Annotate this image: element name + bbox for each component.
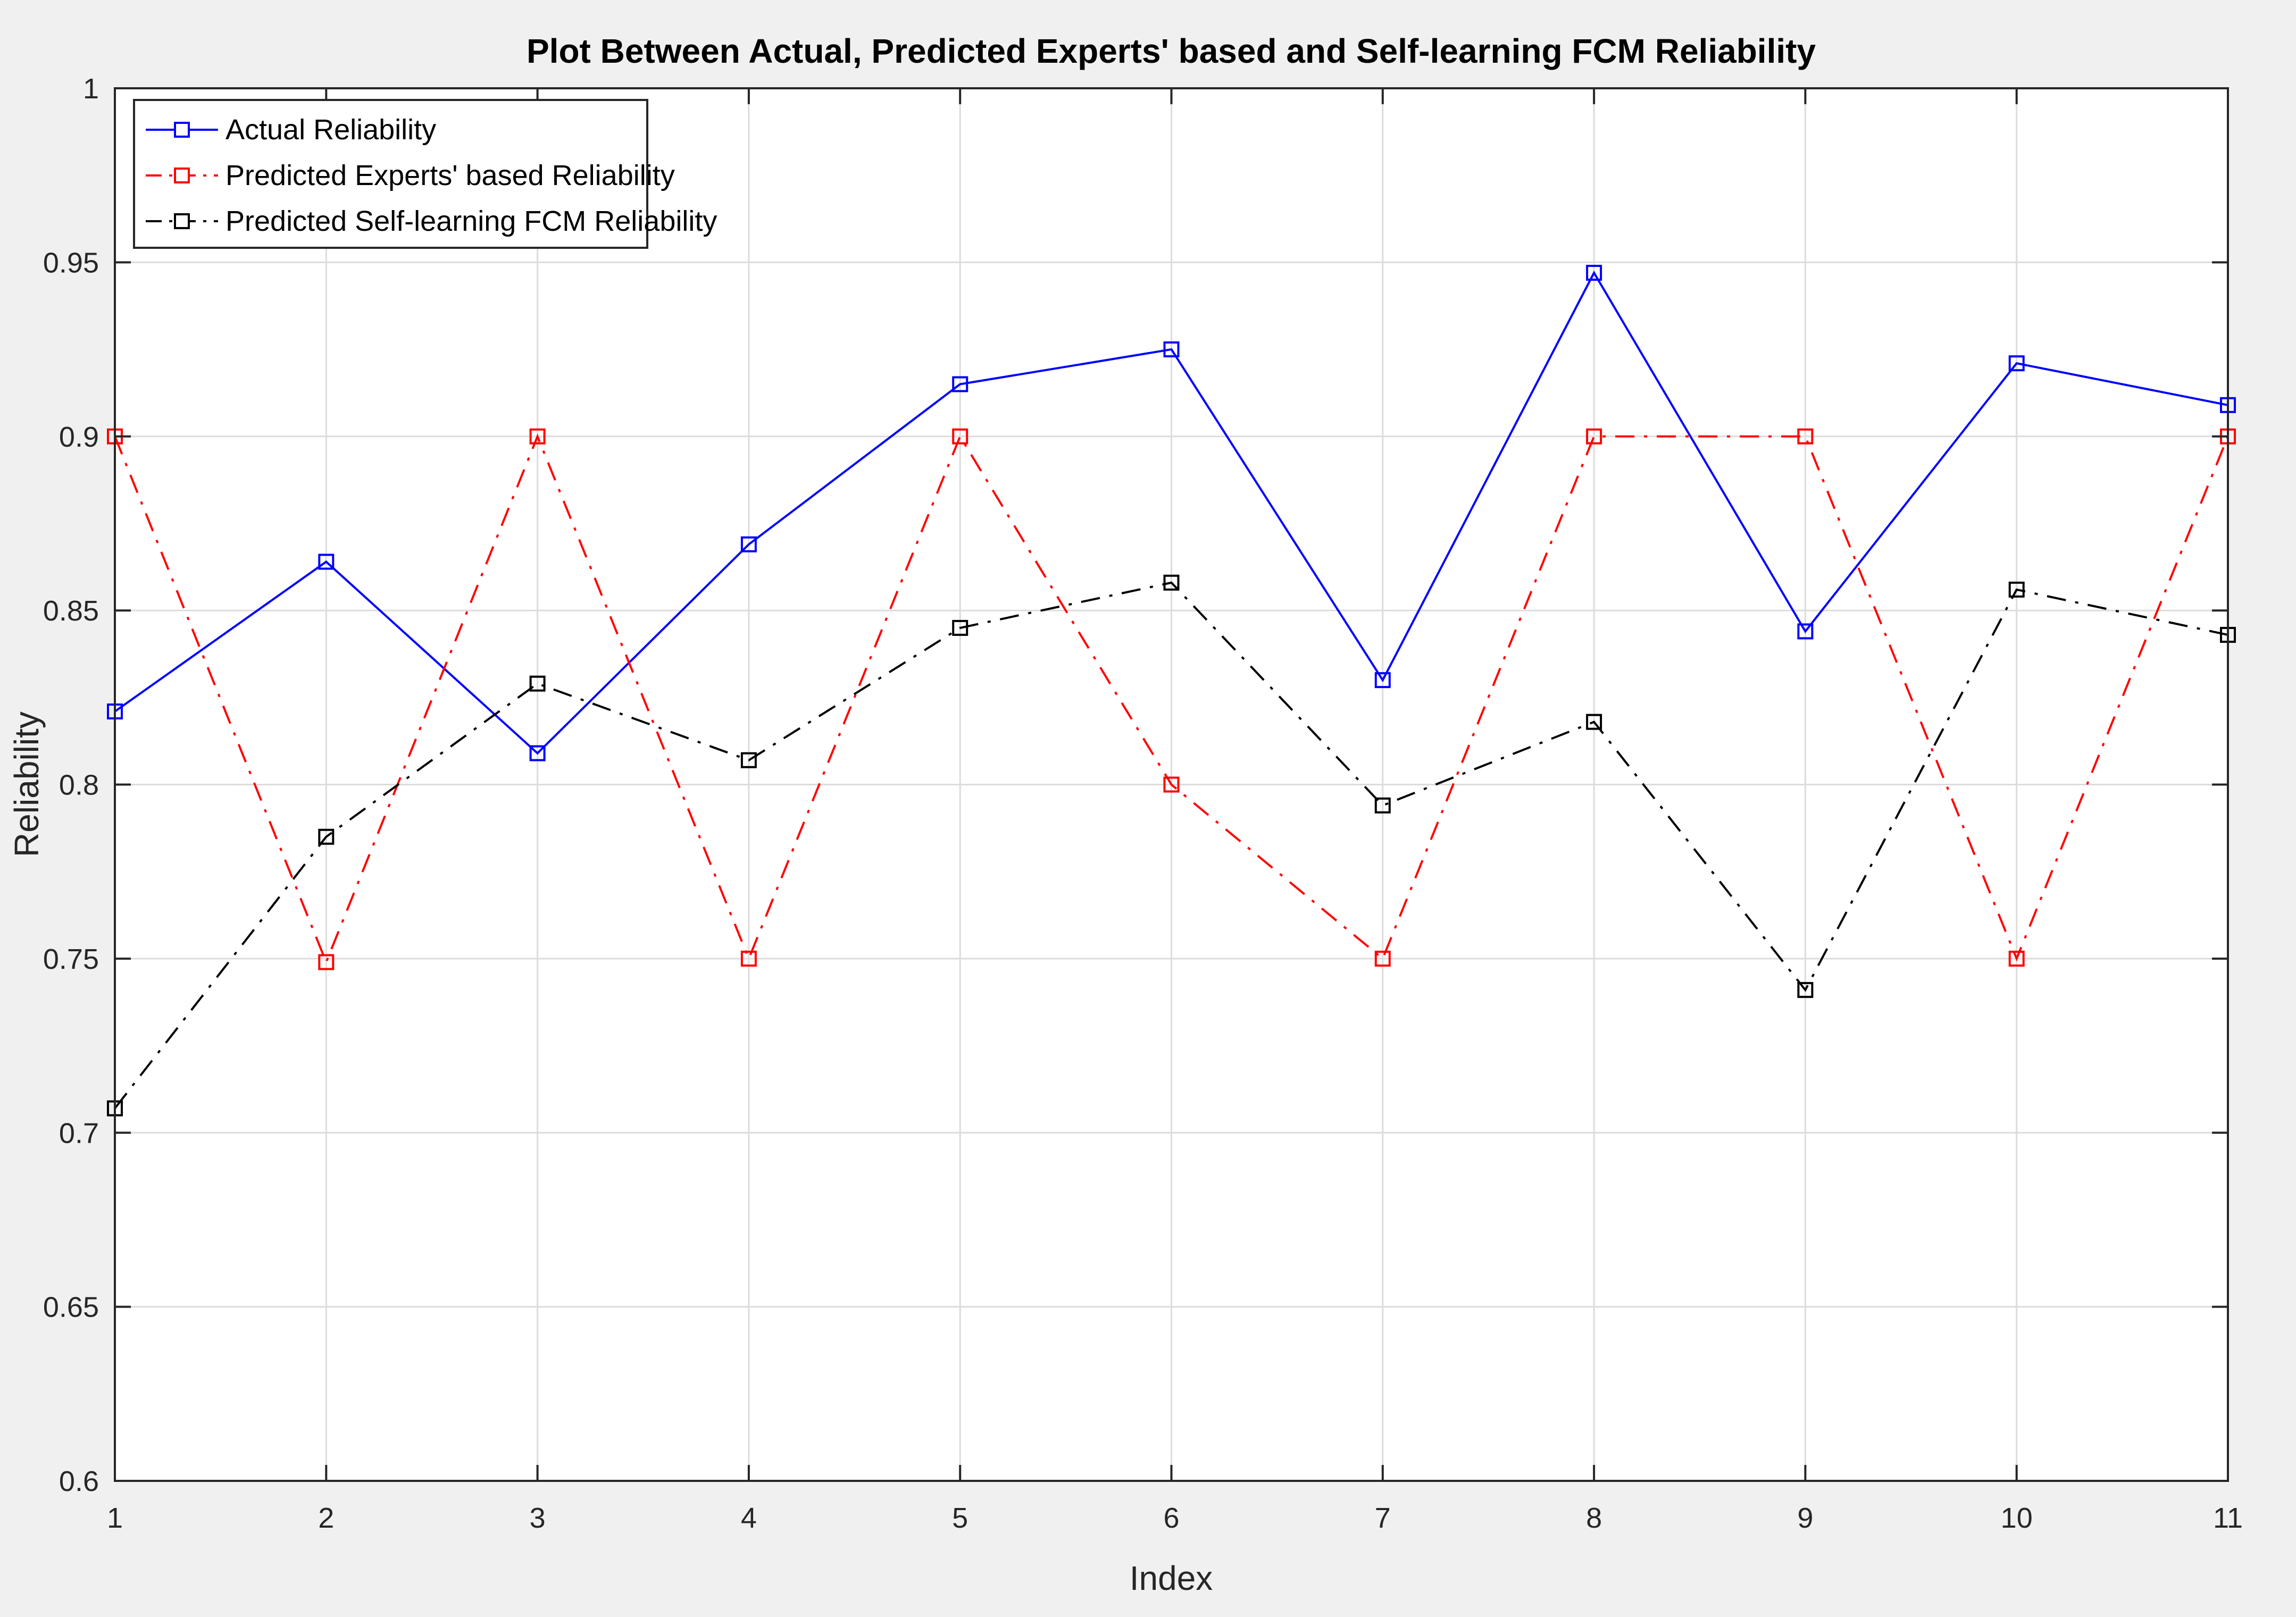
x-axis-label: Index — [1130, 1559, 1213, 1597]
legend-marker-sample — [174, 122, 190, 138]
y-tick-label: 0.95 — [43, 247, 99, 279]
data-point-marker — [1586, 265, 1602, 281]
y-tick-label: 0.6 — [59, 1465, 99, 1497]
data-point-marker — [318, 954, 335, 970]
data-point-marker — [952, 428, 969, 445]
data-point-marker — [529, 675, 546, 692]
data-point-marker — [1797, 623, 1814, 640]
data-series — [107, 265, 2236, 1117]
data-point-marker — [740, 536, 757, 552]
data-point-marker — [1797, 982, 1814, 998]
y-tick-label: 0.85 — [43, 595, 99, 627]
data-point-marker — [529, 428, 546, 445]
legend-label: Actual Reliability — [226, 114, 436, 146]
series-line — [114, 581, 2228, 1109]
legend: Actual Reliability Predicted Experts' bas… — [133, 99, 717, 249]
x-tick-label: 3 — [530, 1502, 546, 1534]
data-point-marker — [1163, 574, 1180, 591]
legend-marker-sample — [174, 213, 190, 229]
data-point-marker — [318, 554, 335, 570]
data-point-marker — [2008, 950, 2025, 967]
y-tick-label: 1 — [83, 73, 99, 105]
legend-entry-0: Actual Reliability — [146, 114, 436, 146]
x-tick-label: 7 — [1375, 1502, 1391, 1534]
data-point-marker — [740, 752, 757, 768]
x-tick-label: 8 — [1586, 1502, 1602, 1534]
y-tick-label: 0.75 — [43, 943, 99, 975]
data-point-marker — [1163, 776, 1180, 793]
x-tick-label: 4 — [741, 1502, 757, 1534]
data-point-marker — [2008, 355, 2025, 372]
data-point-marker — [740, 950, 757, 967]
x-tick-label: 10 — [2001, 1502, 2033, 1534]
data-point-marker — [2008, 581, 2025, 598]
legend-box — [133, 99, 648, 249]
data-point-marker — [1586, 428, 1602, 445]
legend-entry-2: Predicted Self-learning FCM Reliability — [146, 205, 717, 237]
series-line — [114, 270, 2228, 755]
x-tick-label: 11 — [2213, 1502, 2243, 1534]
legend-entry-1: Predicted Experts' based Reliability — [146, 160, 675, 191]
chart-title: Plot Between Actual, Predicted Experts' … — [527, 32, 1816, 70]
data-point-marker — [1374, 672, 1391, 689]
data-point-marker — [1163, 341, 1180, 358]
x-tick-label: 1 — [107, 1502, 123, 1534]
x-tick-label: 2 — [318, 1502, 334, 1534]
data-point-marker — [1374, 950, 1391, 967]
legend-label: Predicted Self-learning FCM Reliability — [226, 205, 717, 237]
y-tick-label: 0.8 — [59, 769, 99, 801]
x-tick-label: 6 — [1163, 1502, 1179, 1534]
series-0 — [107, 265, 2236, 761]
x-tick-label: 9 — [1797, 1502, 1813, 1534]
data-point-marker — [1797, 428, 1814, 445]
y-tick-label: 0.7 — [59, 1117, 99, 1149]
y-tick-label: 0.9 — [59, 421, 99, 453]
series-line — [114, 433, 2229, 965]
data-point-marker — [529, 745, 546, 761]
y-tick-label: 0.65 — [43, 1292, 99, 1323]
data-point-marker — [952, 376, 969, 392]
y-axis-label: Reliability — [7, 711, 46, 857]
series-2 — [107, 574, 2236, 1117]
data-point-marker — [318, 828, 335, 845]
x-tick-label: 5 — [952, 1502, 968, 1534]
legend-marker-sample — [174, 167, 190, 183]
axis-ticks: 1 2 3 4 5 6 7 8 9 10 11 0.6 0.65 0.7 0.75 0.8 0.85 0.9 0.9… — [43, 73, 2243, 1534]
data-point-marker — [952, 619, 969, 636]
legend-label: Predicted Experts' based Reliability — [226, 160, 675, 191]
data-point-marker — [1374, 797, 1391, 814]
data-point-marker — [1586, 714, 1602, 730]
